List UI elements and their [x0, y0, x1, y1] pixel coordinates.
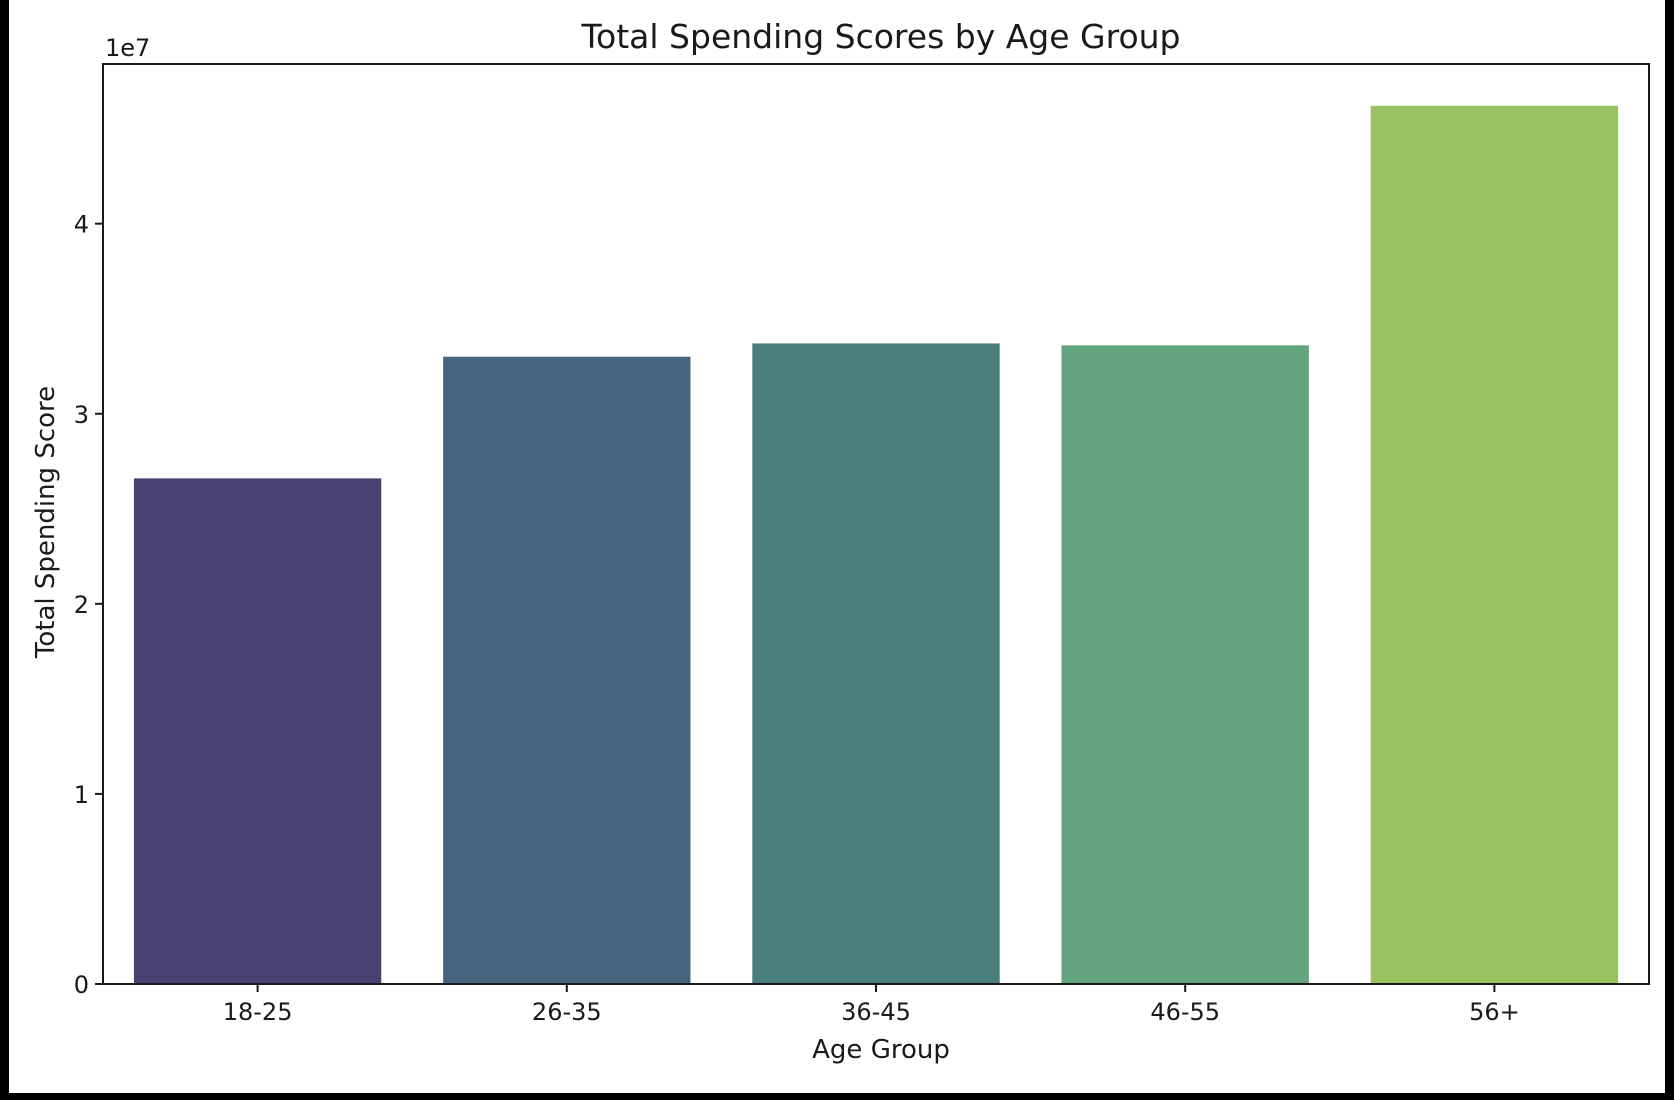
x-tick-label: 56+ — [1469, 998, 1520, 1026]
chart-title: Total Spending Scores by Age Group — [581, 17, 1181, 56]
x-tick-label: 46-55 — [1150, 998, 1220, 1026]
bar-chart: Total Spending Scores by Age Group 1e7 T… — [31, 17, 1650, 1065]
y-tick-label: 1 — [74, 781, 89, 809]
bars-group — [133, 105, 1619, 985]
y-tick-label: 2 — [74, 591, 89, 619]
bar-26-35 — [443, 356, 691, 984]
x-tick-label: 26-35 — [532, 998, 602, 1026]
plot-frame — [102, 63, 1650, 985]
y-tick-label: 3 — [74, 401, 89, 429]
y-axis-label: Total Spending Score — [31, 386, 61, 659]
y-offset-label: 1e7 — [105, 34, 150, 62]
y-ticks-group: 0 1 2 3 4 — [74, 211, 103, 999]
bar-56+ — [1370, 105, 1619, 985]
chart-figure: Total Spending Scores by Age Group 1e7 T… — [9, 0, 1665, 1093]
x-ticks-group: 18-25 26-35 36-45 46-55 56+ — [223, 984, 1520, 1026]
bar-36-45 — [752, 343, 1000, 984]
y-tick-label: 4 — [74, 211, 89, 239]
bar-18-25 — [133, 478, 382, 984]
x-axis-label: Age Group — [812, 1035, 950, 1065]
y-tick-label: 0 — [74, 971, 89, 999]
x-tick-label: 18-25 — [223, 998, 293, 1026]
x-tick-label: 36-45 — [841, 998, 911, 1026]
bar-46-55 — [1061, 345, 1309, 984]
